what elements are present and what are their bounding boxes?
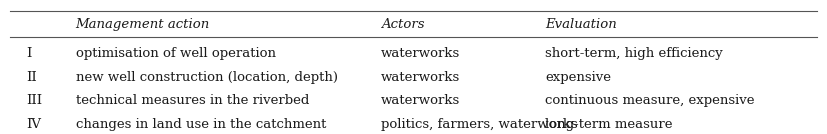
Text: waterworks: waterworks [380, 71, 460, 84]
Text: optimisation of well operation: optimisation of well operation [75, 47, 275, 60]
Text: III: III [26, 94, 42, 107]
Text: II: II [26, 71, 37, 84]
Text: I: I [26, 47, 31, 60]
Text: Evaluation: Evaluation [545, 18, 617, 31]
Text: short-term, high efficiency: short-term, high efficiency [545, 47, 723, 60]
Text: waterworks: waterworks [380, 47, 460, 60]
Text: waterworks: waterworks [380, 94, 460, 107]
Text: changes in land use in the catchment: changes in land use in the catchment [75, 118, 326, 131]
Text: technical measures in the riverbed: technical measures in the riverbed [75, 94, 309, 107]
Text: Actors: Actors [380, 18, 424, 31]
Text: new well construction (location, depth): new well construction (location, depth) [75, 71, 337, 84]
Text: expensive: expensive [545, 71, 611, 84]
Text: IV: IV [26, 118, 41, 131]
Text: long-term measure: long-term measure [545, 118, 673, 131]
Text: politics, farmers, waterworks: politics, farmers, waterworks [380, 118, 577, 131]
Text: Management action: Management action [75, 18, 210, 31]
Text: continuous measure, expensive: continuous measure, expensive [545, 94, 755, 107]
